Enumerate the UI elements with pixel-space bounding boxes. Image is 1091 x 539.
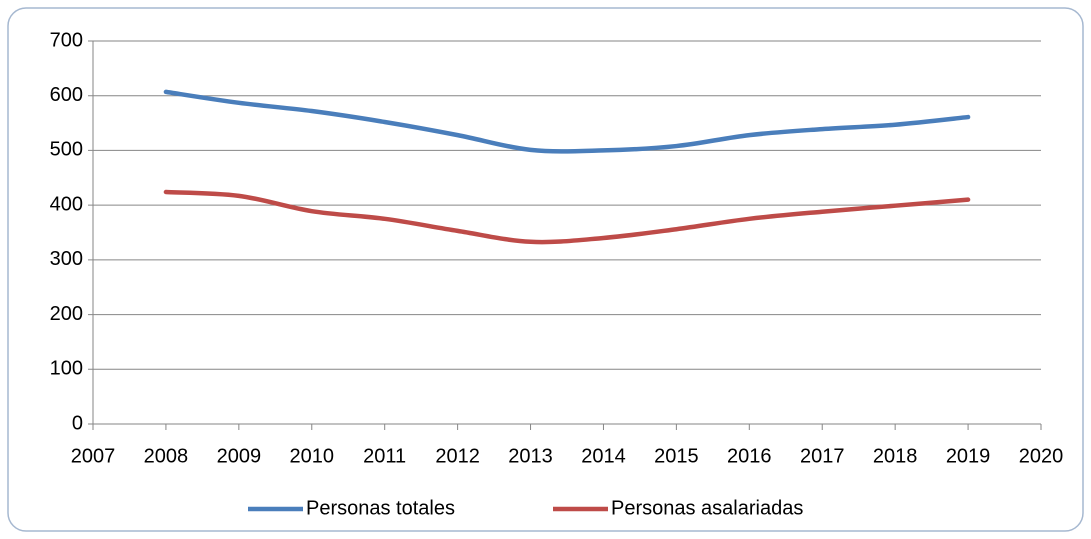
x-tick-label: 2015 (654, 445, 699, 467)
y-tick-label: 700 (50, 29, 83, 51)
x-tick-label: 2017 (800, 445, 845, 467)
y-tick-label: 0 (72, 412, 83, 434)
chart-frame (7, 7, 1084, 532)
series-line (163, 189, 971, 245)
x-tick-label: 2011 (363, 445, 406, 467)
series-line (163, 89, 971, 154)
x-tick-label: 2009 (217, 445, 262, 467)
legend-label: Personas asalariadas (611, 497, 803, 519)
x-tick-label: 2019 (946, 445, 991, 467)
x-tick-label: 2013 (508, 445, 553, 467)
x-tick-label: 2014 (581, 445, 626, 467)
x-tick-label: 2018 (873, 445, 918, 467)
y-tick-label: 500 (50, 139, 83, 161)
x-tick-label: 2012 (435, 445, 480, 467)
x-tick-label: 2020 (1019, 445, 1064, 467)
y-tick-label: 400 (50, 193, 83, 215)
y-tick-label: 100 (50, 358, 83, 380)
x-tick-label: 2008 (144, 445, 189, 467)
y-tick-label: 200 (50, 303, 83, 325)
x-tick-label: 2010 (290, 445, 335, 467)
x-tick-label: 2007 (71, 445, 116, 467)
y-tick-label: 300 (50, 248, 83, 270)
legend-label: Personas totales (306, 497, 455, 519)
x-tick-label: 2016 (727, 445, 772, 467)
y-tick-label: 600 (50, 84, 83, 106)
